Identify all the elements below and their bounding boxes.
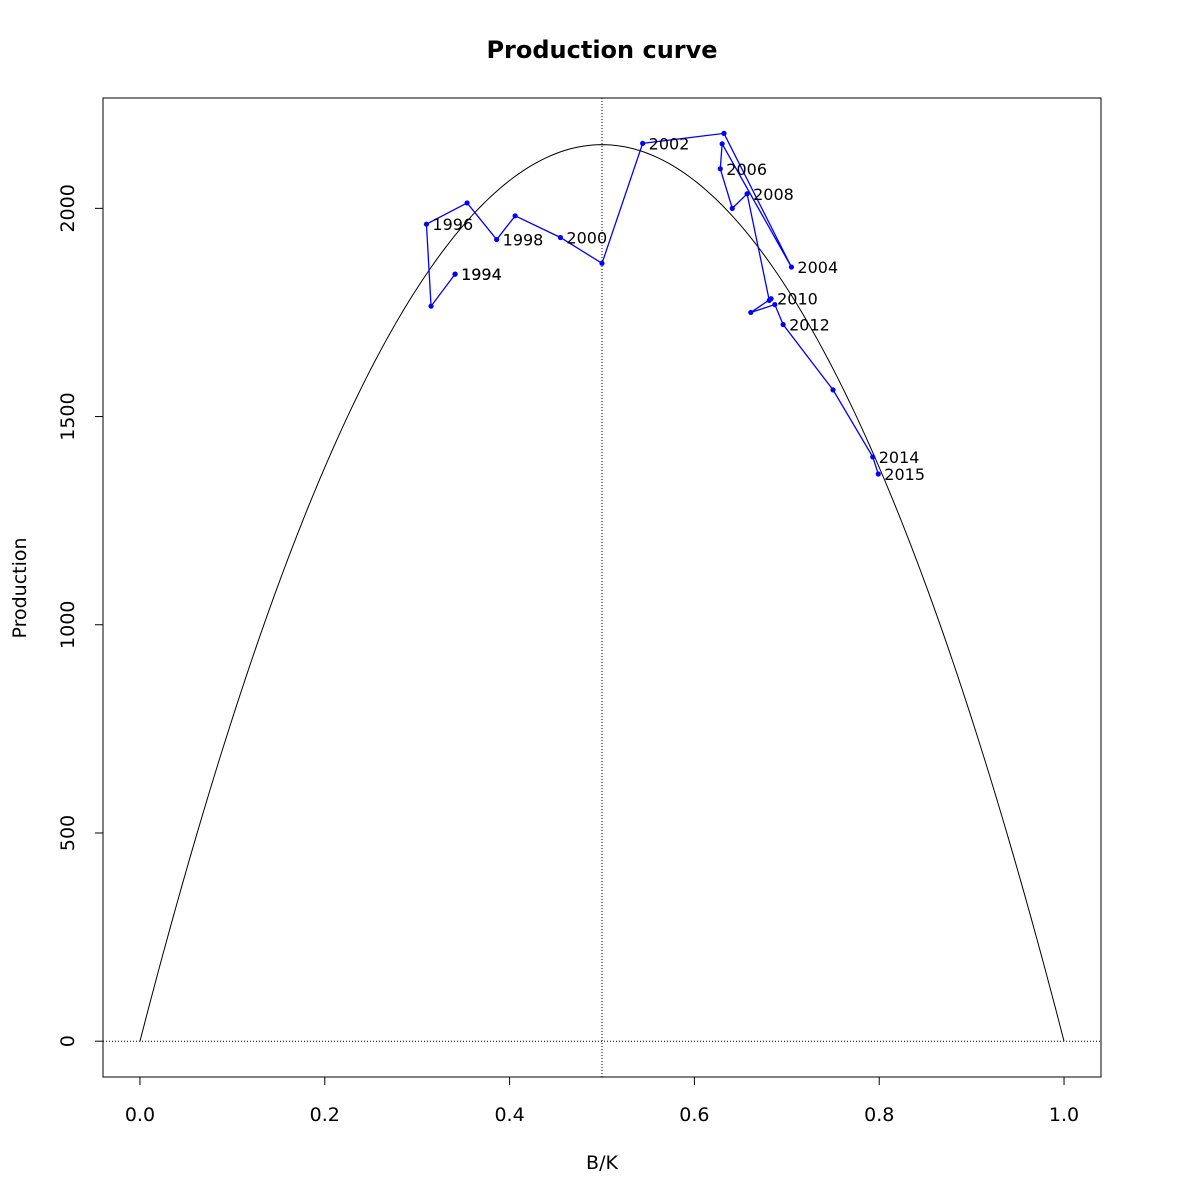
y-tick-label: 500: [57, 815, 79, 851]
data-point: [721, 130, 727, 136]
data-point: [729, 205, 735, 211]
point-label: 2006: [726, 160, 767, 179]
data-point: [744, 191, 750, 197]
point-label: 2008: [753, 185, 794, 204]
data-point: [428, 303, 434, 309]
y-tick-label: 1000: [57, 601, 79, 649]
point-label: 2004: [797, 258, 838, 277]
data-point: [512, 213, 518, 219]
point-label: 1996: [432, 215, 473, 234]
y-tick-label: 2000: [57, 184, 79, 232]
data-point: [788, 264, 795, 270]
data-point: [452, 271, 458, 277]
data-point: [875, 471, 881, 477]
chart-title: Production curve: [486, 36, 717, 64]
y-axis-label: Production: [9, 537, 31, 638]
point-label: 2002: [649, 134, 690, 153]
point-label: 2000: [566, 229, 607, 248]
y-tick-label: 0: [57, 1035, 79, 1047]
data-point: [768, 296, 774, 302]
point-label: 1998: [503, 231, 544, 250]
data-point: [640, 140, 646, 146]
x-tick-label: 1.0: [1049, 1104, 1079, 1126]
x-tick-label: 0.2: [310, 1104, 340, 1126]
x-tick-label: 0.6: [679, 1104, 709, 1126]
data-point: [717, 166, 723, 172]
production-curve-line: [139, 144, 1065, 1042]
point-label: 2012: [789, 316, 830, 335]
data-point: [780, 321, 786, 328]
point-label: 1994: [461, 265, 502, 284]
data-point: [719, 141, 725, 147]
point-label: 1994: [461, 265, 502, 284]
x-tick-label: 0.0: [125, 1104, 155, 1126]
data-point: [870, 454, 876, 460]
x-tick-label: 0.4: [494, 1104, 524, 1126]
point-label: 2015: [884, 465, 925, 484]
data-point: [464, 200, 470, 206]
x-tick-label: 0.8: [864, 1104, 894, 1126]
point-label: 2014: [879, 448, 920, 467]
y-tick-label: 1500: [57, 392, 79, 440]
data-point: [494, 236, 500, 243]
data-point: [423, 221, 430, 227]
data-point: [830, 387, 836, 393]
data-point: [599, 260, 605, 266]
data-point: [748, 309, 754, 316]
data-point: [772, 301, 778, 308]
x-axis-label: B/K: [586, 1152, 618, 1174]
point-label: 2010: [777, 290, 818, 309]
data-point: [557, 234, 564, 241]
